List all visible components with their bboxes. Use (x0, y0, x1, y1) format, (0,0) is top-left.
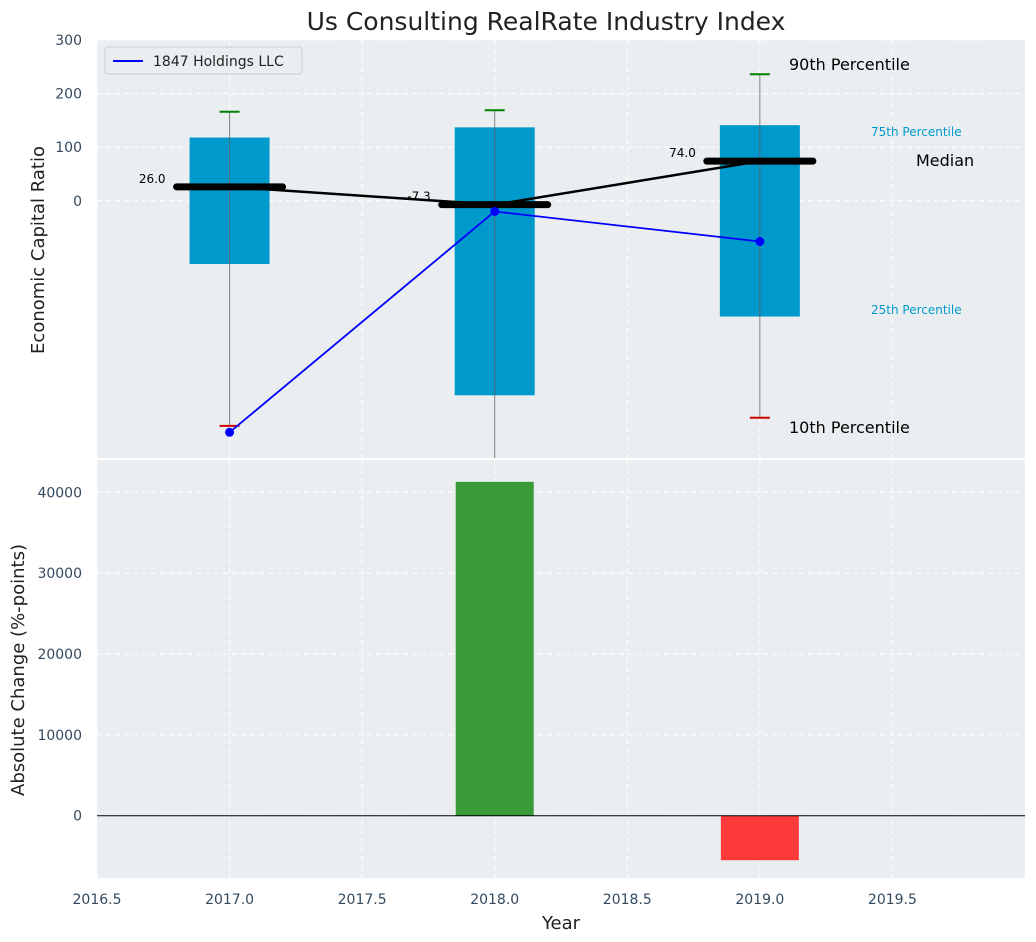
percentile-annotations: 90th Percentile 75th Percentile Median 2… (789, 55, 974, 437)
change-bars (455, 481, 799, 861)
annotation-median: Median (916, 151, 974, 170)
bottom-y-ticks: 0 10000 20000 30000 40000 (37, 485, 82, 824)
x-tick-label: 2017.5 (338, 892, 387, 908)
bottom-y-tick-label: 40000 (37, 485, 82, 501)
bottom-y-tick-label: 0 (73, 809, 82, 825)
chart-title: Us Consulting RealRate Industry Index (307, 7, 786, 36)
annotation-p90: 90th Percentile (789, 55, 910, 74)
change-bar (455, 481, 534, 816)
legend: 1847 Holdings LLC (104, 46, 303, 75)
median-value-label: -7.3 (407, 190, 430, 204)
change-bar (720, 815, 799, 861)
legend-label-company: 1847 Holdings LLC (153, 54, 284, 70)
median-value-label: 26.0 (139, 172, 166, 186)
x-tick-label: 2018.0 (470, 892, 519, 908)
x-tick-label: 2017.0 (205, 892, 254, 908)
top-y-tick-label: 0 (73, 194, 82, 210)
bottom-plot-area (97, 460, 1025, 878)
x-axis-label: Year (541, 913, 581, 934)
median-group: 26.0 -7.3 74.0 (139, 146, 817, 209)
annotation-p75: 75th Percentile (871, 125, 962, 139)
top-y-ticks: 0 100 200 300 (55, 33, 82, 210)
x-ticks: 2016.5 2017.0 2017.5 2018.0 2018.5 2019.0 2019… (73, 892, 917, 908)
x-tick-label: 2019.0 (735, 892, 784, 908)
top-y-tick-label: 200 (55, 87, 82, 103)
legend-box (104, 46, 303, 75)
company-series (225, 206, 765, 437)
x-tick-label: 2018.5 (603, 892, 652, 908)
top-y-tick-label: 100 (55, 140, 82, 156)
company-point (225, 427, 235, 437)
annotation-p25: 25th Percentile (871, 303, 962, 317)
company-point (755, 236, 765, 246)
bottom-y-axis-label: Absolute Change (%-points) (8, 544, 29, 796)
bottom-y-tick-label: 30000 (37, 566, 82, 582)
company-point (490, 206, 500, 216)
top-y-tick-label: 300 (55, 33, 82, 49)
annotation-p10: 10th Percentile (789, 418, 910, 437)
x-tick-label: 2016.5 (73, 892, 122, 908)
x-tick-label: 2019.5 (868, 892, 917, 908)
top-y-axis-label: Economic Capital Ratio (28, 146, 49, 354)
bottom-y-tick-label: 10000 (37, 728, 82, 744)
box-plot-group (189, 73, 800, 458)
median-value-label: 74.0 (669, 146, 696, 160)
bottom-y-tick-label: 20000 (37, 647, 82, 663)
